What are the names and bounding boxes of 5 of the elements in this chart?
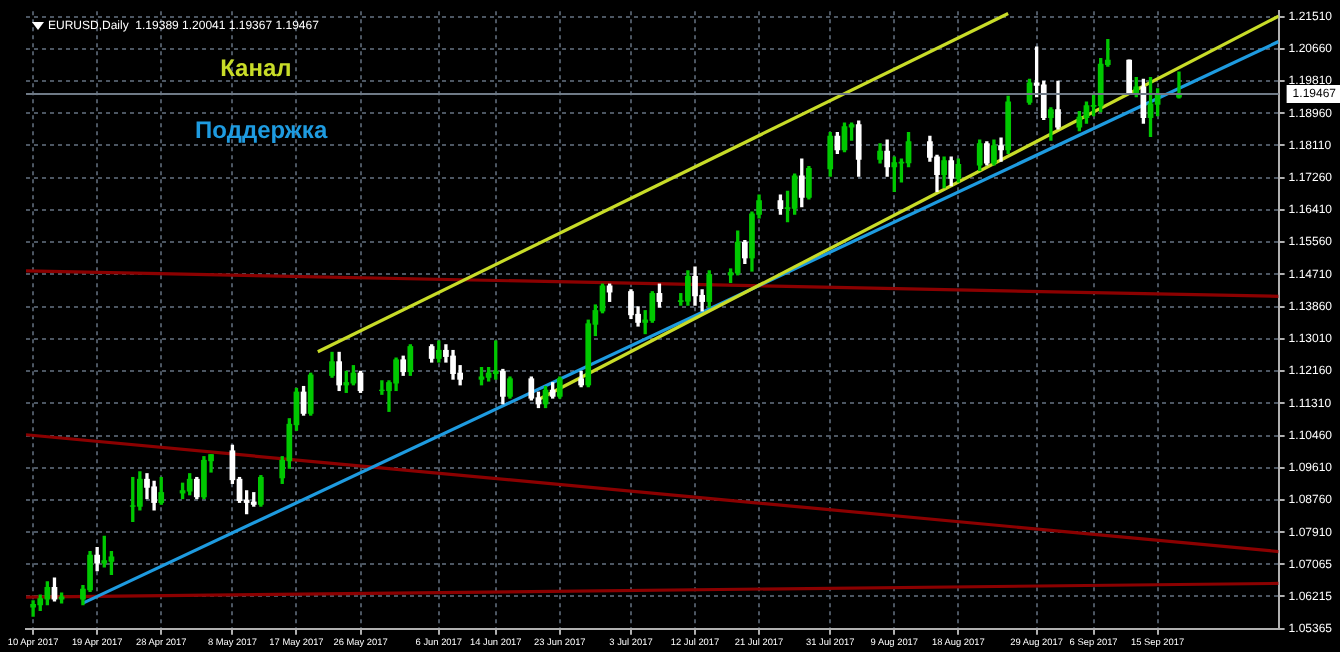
candlestick [1048, 107, 1054, 141]
candlestick [30, 600, 36, 617]
text: Поддержка [195, 116, 328, 145]
candlestick [998, 137, 1004, 162]
text: Канал [220, 54, 292, 83]
